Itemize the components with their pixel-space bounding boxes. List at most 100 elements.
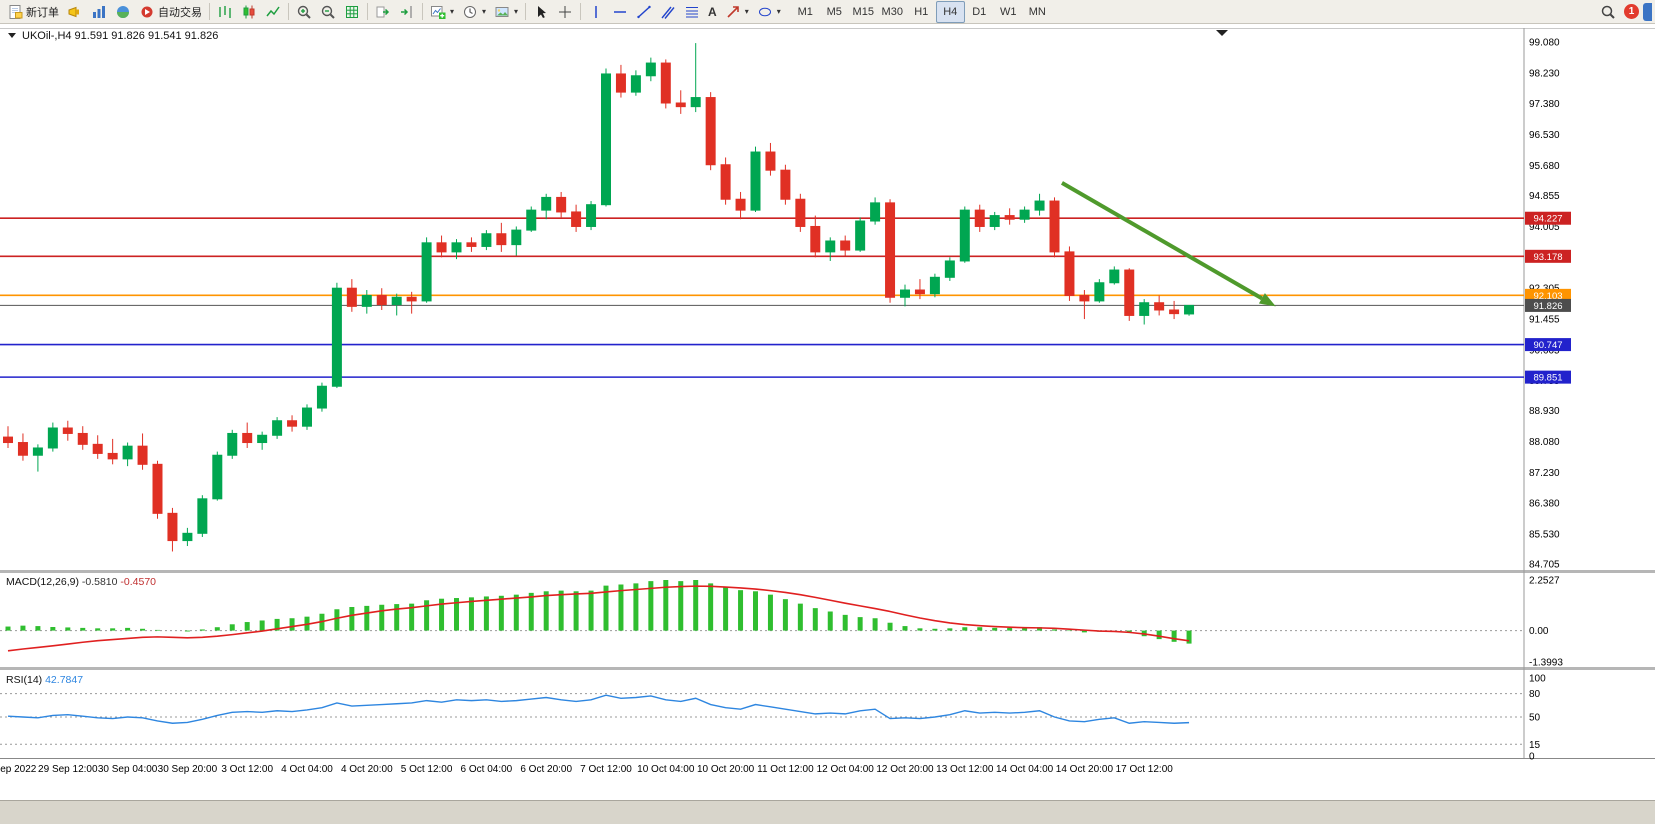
time-axis-label: 7 Oct 12:00 xyxy=(580,764,632,775)
price-tick-label: 91.455 xyxy=(1529,314,1560,325)
candle-body xyxy=(959,209,970,262)
new-order-label: 新订单 xyxy=(26,6,59,19)
candle-body xyxy=(316,385,327,409)
candle-body xyxy=(1124,269,1135,316)
price-tick-label: 94.005 xyxy=(1529,222,1560,233)
cursor-tool-button[interactable] xyxy=(529,1,553,23)
notification-badge[interactable]: 1 xyxy=(1624,4,1639,19)
candle-body xyxy=(690,97,701,108)
megaphone-icon xyxy=(68,6,79,17)
shapes-tool-button[interactable]: ▾ xyxy=(753,1,785,23)
periods-button[interactable]: ▾ xyxy=(458,1,490,23)
price-tag-89.851 xyxy=(1525,370,1571,384)
fibonacci-tool-button[interactable] xyxy=(680,1,704,23)
crosshair-tool-button[interactable] xyxy=(553,1,577,23)
candle-body xyxy=(780,169,791,200)
vertical-line-tool-button[interactable] xyxy=(584,1,608,23)
trendline-tool-button[interactable] xyxy=(632,1,656,23)
market-watch-button[interactable] xyxy=(87,1,111,23)
candle-body xyxy=(885,202,896,298)
new-order-icon xyxy=(9,4,23,19)
trend-arrow-line[interactable] xyxy=(1060,181,1263,301)
new-order-button[interactable]: 新订单 xyxy=(3,1,63,23)
chart-shift-marker[interactable] xyxy=(1216,30,1228,36)
toolbar-separator xyxy=(367,3,368,20)
timeframe-button-mn[interactable]: MN xyxy=(1028,5,1046,18)
candle-body xyxy=(227,432,238,456)
grid-button[interactable] xyxy=(340,1,364,23)
candle-body xyxy=(720,164,731,200)
timeframe-button-m15[interactable]: M15 xyxy=(852,5,874,18)
symbol-ohlc-label: UKOil-,H4 91.591 91.826 91.541 91.826 xyxy=(22,30,218,42)
search-button[interactable] xyxy=(1596,1,1620,23)
candle-body xyxy=(750,151,761,211)
timeframe-button-m5[interactable]: M5 xyxy=(826,5,842,18)
zoom-out-icon xyxy=(321,5,335,19)
chart-window[interactable]: 99.080 98.230 97.380 96.530 95.680 94.855 94.0… xyxy=(0,24,1655,800)
candlestick-chart-button[interactable] xyxy=(237,1,261,23)
pane-divider[interactable] xyxy=(0,570,1655,573)
navigator-button[interactable] xyxy=(111,1,135,23)
candle-body xyxy=(571,211,582,227)
price-chart[interactable]: 99.080 98.230 97.380 96.530 95.680 94.855 94.0… xyxy=(0,24,1655,800)
timeframe-button-h4[interactable]: H4 xyxy=(935,0,965,23)
price-tick-label: 94.855 xyxy=(1529,191,1560,202)
candles xyxy=(3,43,1195,552)
auto-trading-button[interactable]: 自动交易 xyxy=(135,1,206,23)
chart-shift-button[interactable] xyxy=(395,1,419,23)
time-axis-label: 14 Oct 04:00 xyxy=(996,764,1054,775)
text-tool-button[interactable]: A xyxy=(704,1,721,23)
candlestick-chart-icon xyxy=(243,5,255,18)
timeframe-button-d1[interactable]: D1 xyxy=(972,5,987,18)
templates-button[interactable]: ▾ xyxy=(490,1,522,23)
time-axis-label: 28 Sep 2022 xyxy=(0,764,37,775)
one-click-trading-toggle[interactable] xyxy=(8,33,16,38)
price-tick-label: 99.080 xyxy=(1529,38,1560,49)
arrows-tool-button[interactable]: ▾ xyxy=(721,1,753,23)
candle-body xyxy=(32,447,43,456)
candle-body xyxy=(107,452,118,460)
candle-body xyxy=(421,242,432,302)
price-tag-label: 91.826 xyxy=(1533,301,1562,312)
trend-arrow-head[interactable] xyxy=(1258,293,1276,307)
horizontal-line-tool-button[interactable] xyxy=(608,1,632,23)
candle-body xyxy=(541,196,552,211)
line-chart-button[interactable] xyxy=(261,1,285,23)
candle-body xyxy=(17,442,28,456)
bar-chart-button[interactable] xyxy=(213,1,237,23)
price-tick-label: 86.380 xyxy=(1529,499,1560,510)
timeframe-toolbar: M1 M5 M15 M30 H1 H4 D1 W1 MN xyxy=(791,0,1052,23)
time-axis-label: 4 Oct 20:00 xyxy=(341,764,393,775)
timeframe-button-h1[interactable]: H1 xyxy=(914,5,929,18)
timeframe-button-m30[interactable]: M30 xyxy=(881,5,903,18)
pane-divider[interactable] xyxy=(0,667,1655,670)
price-tag-93.178 xyxy=(1525,249,1571,263)
candle-body xyxy=(1109,269,1120,284)
rsi-line xyxy=(7,694,1190,724)
app-icon[interactable] xyxy=(1643,2,1652,21)
auto-scroll-button[interactable] xyxy=(371,1,395,23)
zoom-out-button[interactable] xyxy=(316,1,340,23)
price-tick-label: 84.705 xyxy=(1529,560,1560,571)
candle-body xyxy=(914,289,925,295)
horizontal-line-icon xyxy=(614,10,627,13)
timeframe-button-m1[interactable]: M1 xyxy=(797,5,813,18)
toolbar-separator xyxy=(209,3,210,20)
price-tag-label: 89.851 xyxy=(1533,373,1562,384)
candle-body xyxy=(1169,309,1180,315)
timeframe-button-w1[interactable]: W1 xyxy=(1000,5,1017,18)
candle-body xyxy=(675,102,686,108)
candle-body xyxy=(272,420,283,436)
candle-body xyxy=(287,420,298,427)
zoom-in-button[interactable] xyxy=(292,1,316,23)
alerts-button[interactable] xyxy=(63,1,87,23)
candle-body xyxy=(47,427,58,449)
rsi-indicator-label: RSI(14) 42.7847 xyxy=(6,674,83,686)
channel-tool-button[interactable] xyxy=(656,1,680,23)
candle-body xyxy=(137,445,148,465)
time-axis-label: 4 Oct 04:00 xyxy=(281,764,333,775)
candle-body xyxy=(331,287,342,387)
new-chart-button[interactable]: ▾ xyxy=(426,1,458,23)
price-tick-label: 85.530 xyxy=(1529,530,1560,541)
candle-body xyxy=(705,97,716,166)
